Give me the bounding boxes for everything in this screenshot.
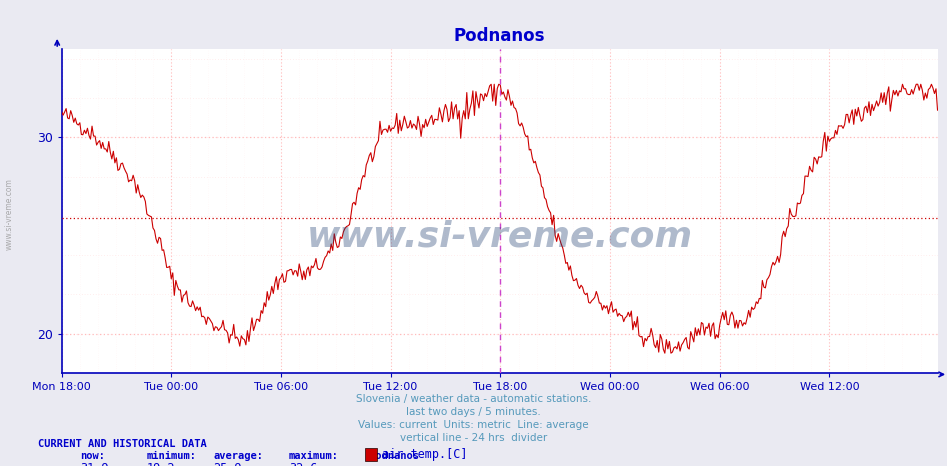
Text: 25.9: 25.9	[213, 462, 241, 466]
Text: now:: now:	[80, 451, 105, 460]
Text: 19.2: 19.2	[147, 462, 175, 466]
Text: 31.9: 31.9	[80, 462, 109, 466]
Text: Values: current  Units: metric  Line: average: Values: current Units: metric Line: aver…	[358, 420, 589, 430]
Text: www.si-vreme.com: www.si-vreme.com	[5, 178, 14, 250]
Text: 32.6: 32.6	[289, 462, 317, 466]
Text: Podnanos: Podnanos	[369, 451, 420, 460]
Text: CURRENT AND HISTORICAL DATA: CURRENT AND HISTORICAL DATA	[38, 439, 206, 449]
Text: vertical line - 24 hrs  divider: vertical line - 24 hrs divider	[400, 433, 547, 443]
Text: minimum:: minimum:	[147, 451, 197, 460]
Text: last two days / 5 minutes.: last two days / 5 minutes.	[406, 407, 541, 417]
Text: www.si-vreme.com: www.si-vreme.com	[307, 220, 692, 254]
Text: air temp.[C]: air temp.[C]	[382, 448, 467, 461]
Text: Slovenia / weather data - automatic stations.: Slovenia / weather data - automatic stat…	[356, 394, 591, 404]
Text: maximum:: maximum:	[289, 451, 339, 460]
Text: average:: average:	[213, 451, 263, 460]
Title: Podnanos: Podnanos	[454, 27, 545, 45]
